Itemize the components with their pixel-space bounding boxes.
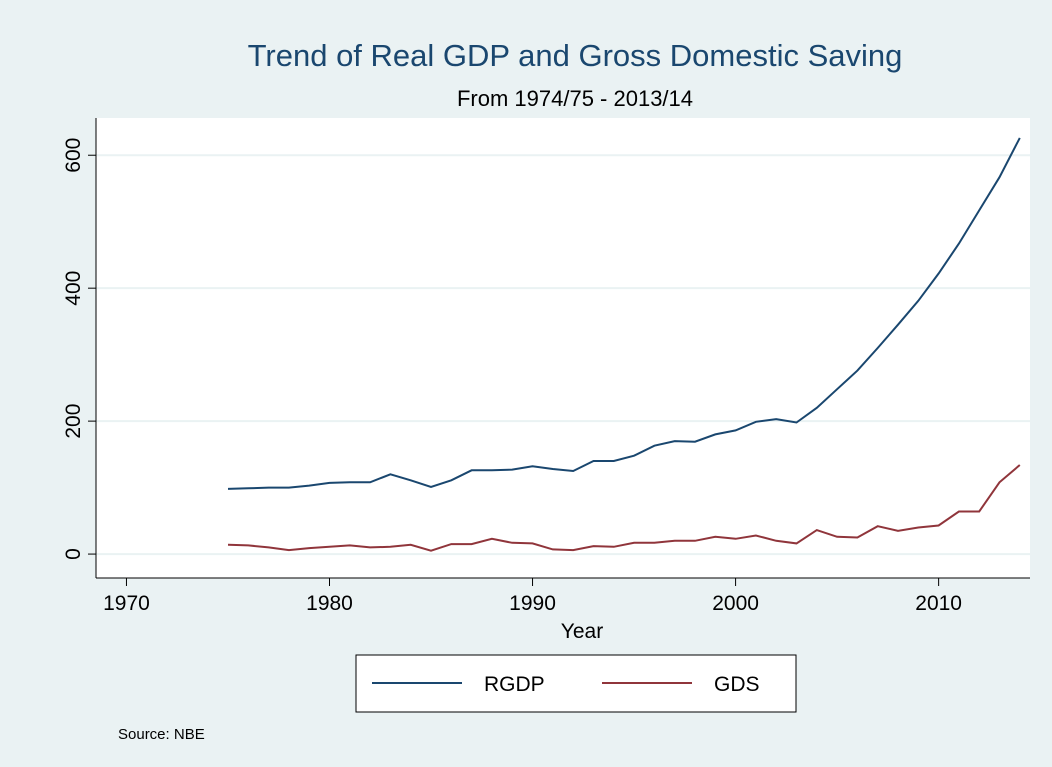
note: Source: NBE (118, 726, 205, 743)
series-line (227, 137, 1021, 490)
x-axis-title: Year (561, 620, 603, 643)
plot-area (96, 118, 1030, 578)
y-tick-label: 200 (62, 404, 85, 439)
series-line (227, 464, 1021, 552)
legend-label: GDS (714, 673, 760, 696)
y-tick-label: 600 (62, 138, 85, 173)
x-tick-label: 2000 (712, 592, 759, 615)
y-tick-label: 400 (62, 271, 85, 306)
x-tick-label: 1980 (306, 592, 353, 615)
x-tick-label: 1970 (103, 592, 150, 615)
x-tick-label: 1990 (509, 592, 556, 615)
y-tick-label: 0 (62, 548, 85, 560)
x-tick-label: 2010 (915, 592, 962, 615)
chart-title: Trend of Real GDP and Gross Domestic Sav… (248, 38, 903, 73)
chart-subtitle: From 1974/75 - 2013/14 (457, 86, 693, 111)
legend-label: RGDP (484, 673, 545, 696)
